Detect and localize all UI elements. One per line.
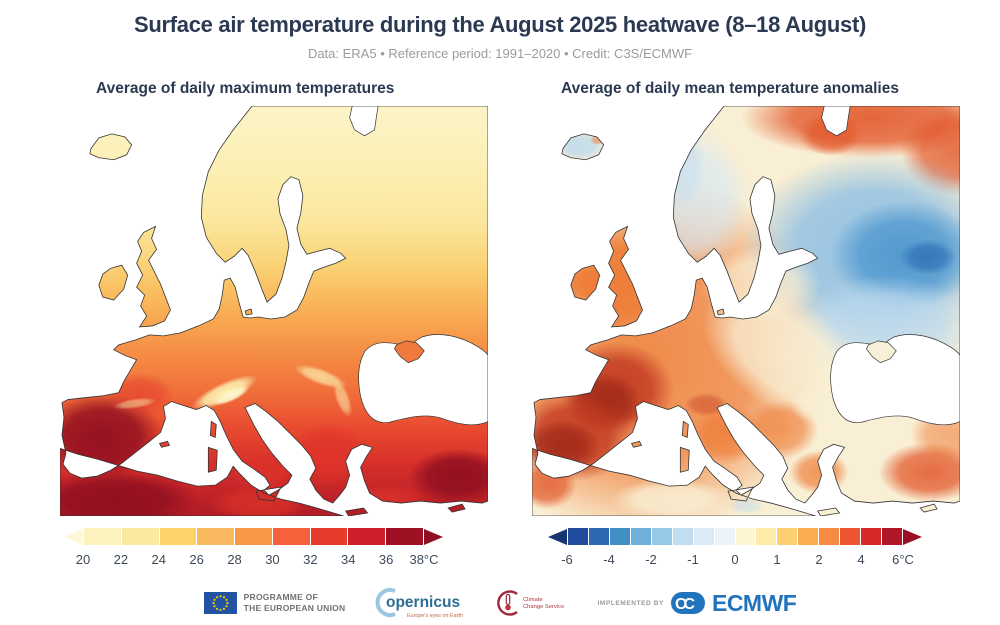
copernicus-logo: opernicus Europe's eyes on Earth — [376, 588, 463, 619]
page-subtitle: Data: ERA5 • Reference period: 1991–2020… — [307, 46, 693, 61]
colorbar-tick-label: -6 — [561, 552, 573, 567]
climate-change-service-logo: Climate Change Service — [497, 590, 565, 616]
colorbar-tick-label: 4 — [857, 552, 865, 567]
ecmwf-logo: IMPLEMENTED BY CC ECMWF — [597, 590, 796, 617]
map-temperature-anomaly — [532, 106, 960, 516]
colorbar-arrow-high — [903, 528, 922, 545]
colorbar-segment — [235, 528, 272, 545]
colorbar-segment — [386, 528, 424, 545]
colorbar-segment — [121, 528, 159, 545]
colorbar-segment — [672, 528, 693, 545]
eu-flag-icon — [203, 592, 237, 614]
colorbar-tick-label: 34 — [340, 552, 356, 567]
colorbar-tick-label: -2 — [645, 552, 657, 567]
colorbar-segments — [84, 528, 424, 545]
copernicus-wordmark: opernicus — [386, 594, 460, 611]
eu-programme-logo: PROGRAMME OF THE EUROPEAN UNION — [203, 591, 346, 615]
colorbar-segment — [756, 528, 777, 545]
colorbar-segment — [609, 528, 630, 545]
colorbar-segment — [84, 528, 121, 545]
colorbar-tick-label: -4 — [603, 552, 615, 567]
colorbar-tick-label: 22 — [113, 552, 129, 567]
copernicus-c-swoosh-icon — [376, 588, 397, 617]
colorbar-segment — [630, 528, 651, 545]
colorbar-tick-label: 1 — [773, 552, 781, 567]
colorbar-tick-label: 28 — [227, 552, 242, 567]
colorbar-tick-label: 30 — [265, 552, 280, 567]
colorbar-segment — [159, 528, 197, 545]
colorbar-segment — [882, 528, 902, 545]
panel-title-max-temperature: Average of daily maximum temperatures — [96, 80, 395, 97]
colorbar-segment — [819, 528, 840, 545]
map-daily-max-temperature — [60, 106, 488, 516]
colorbar-tick-labels: 20 22 24 26 28 30 32 34 36 38°C — [76, 552, 439, 568]
colorbar-segment — [651, 528, 672, 545]
colorbar-tick-label: 38°C — [409, 552, 439, 567]
colorbar-segments — [568, 528, 902, 545]
colorbar-segment — [777, 528, 798, 545]
colorbar-tick-label: 6°C — [892, 552, 914, 567]
ecmwf-emblem-icon: CC — [670, 592, 705, 614]
colorbar-max-temperature: 20 22 24 26 28 30 32 34 36 38°C — [64, 528, 443, 567]
colorbar-tick-labels: -6 -4 -2 -1 0 1 2 4 6°C — [561, 552, 914, 568]
colorbar-tick-label: 20 — [75, 552, 91, 567]
panel-title-temperature-anomaly: Average of daily mean temperature anomal… — [561, 80, 899, 97]
c3s-label-line2: Change Service — [523, 604, 564, 610]
copernicus-tagline: Europe's eyes on Earth — [407, 613, 463, 619]
colorbar-segment — [588, 528, 609, 545]
colorbar-segment — [568, 528, 588, 545]
colorbar-tick-label: 32 — [303, 552, 318, 567]
colorbar-segment — [310, 528, 348, 545]
eu-programme-line2: THE EUROPEAN UNION — [243, 603, 346, 613]
colorbar-segment — [861, 528, 882, 545]
colorbar-arrow-low — [548, 528, 567, 545]
colorbar-segment — [693, 528, 714, 545]
colorbar-temperature-anomaly: -6 -4 -2 -1 0 1 2 4 6°C — [548, 528, 922, 567]
colorbar-segment — [714, 528, 735, 545]
colorbar-arrow-low — [64, 528, 83, 545]
c3s-label-line1: Climate — [523, 597, 543, 603]
colorbar-segment — [272, 528, 310, 545]
ecmwf-wordmark: ECMWF — [711, 589, 797, 616]
colorbar-segment — [798, 528, 819, 545]
colorbar-tick-label: 26 — [189, 552, 204, 567]
colorbar-arrow-high — [424, 528, 443, 545]
colorbar-tick-label: 36 — [378, 552, 394, 567]
page-title: Surface air temperature during the Augus… — [134, 12, 866, 37]
thermometer-bulb-icon — [505, 604, 512, 611]
colorbar-tick-label: 24 — [151, 552, 166, 567]
logo-row: PROGRAMME OF THE EUROPEAN UNION opernicu… — [0, 583, 1000, 623]
c3s-c-swoosh-icon — [497, 590, 519, 616]
eu-programme-line1: PROGRAMME OF — [243, 591, 318, 602]
implemented-by-label: IMPLEMENTED BY — [597, 599, 664, 607]
colorbar-segment — [348, 528, 386, 545]
thermometer-icon — [506, 593, 511, 606]
colorbar-segment — [197, 528, 235, 545]
colorbar-segment — [735, 528, 756, 545]
colorbar-tick-label: 0 — [731, 552, 739, 567]
colorbar-segment — [840, 528, 861, 545]
colorbar-tick-label: -1 — [687, 552, 699, 567]
colorbar-tick-label: 2 — [815, 552, 823, 567]
